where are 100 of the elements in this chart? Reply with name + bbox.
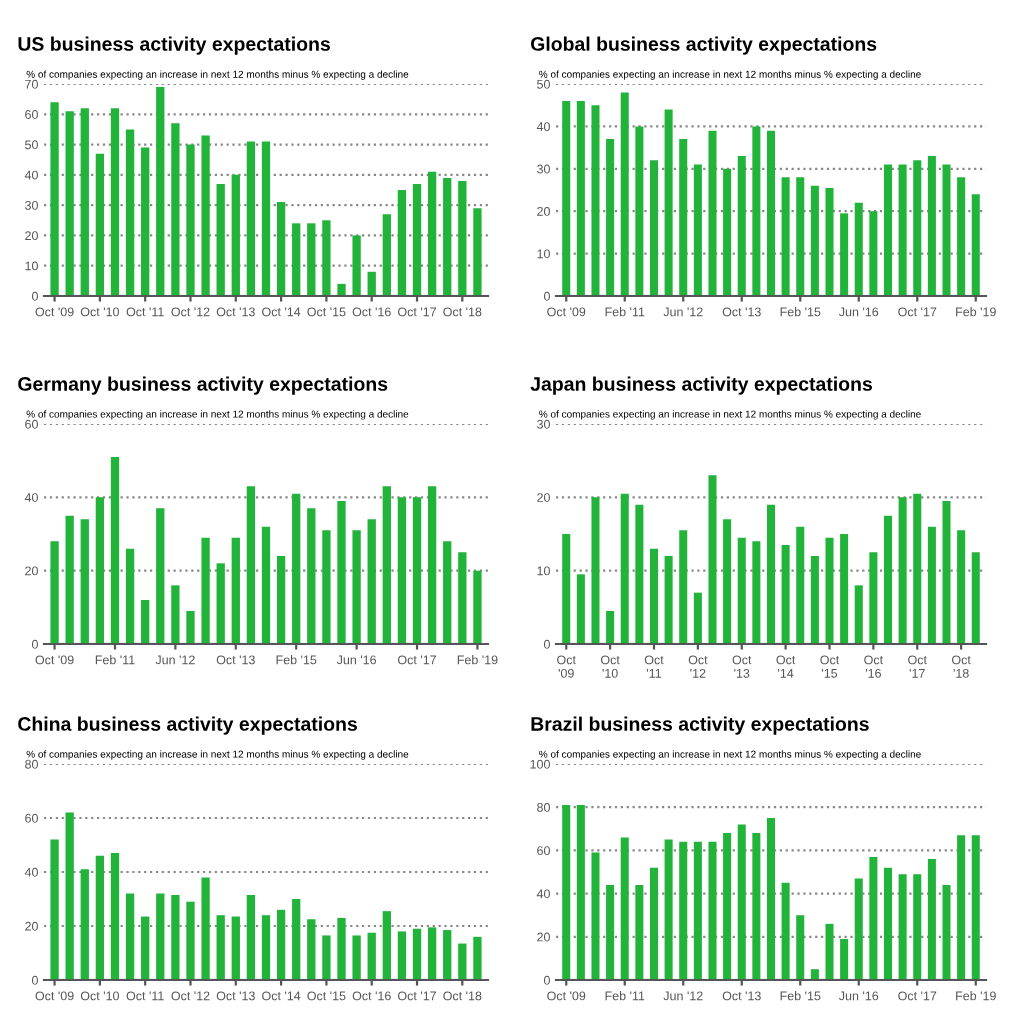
bar [186,901,195,980]
bar [125,893,135,980]
bar [382,911,391,980]
bar [216,183,225,296]
bar [562,100,571,296]
bar [65,515,74,644]
bar [322,935,331,980]
bar [606,611,615,644]
bar [367,271,376,296]
bar [95,497,105,644]
bar [412,928,422,980]
bar [50,102,59,296]
bar [971,835,980,980]
bar [825,187,834,296]
bar [957,177,966,296]
bar [752,126,761,296]
bar [840,938,849,980]
bar [942,501,951,644]
bar [810,185,819,296]
bar [883,164,893,296]
bar [231,174,240,296]
bar [110,108,120,296]
bar [752,833,761,980]
bar [216,563,225,644]
bar [50,541,59,644]
bar [458,943,467,980]
bar [635,504,644,644]
bar [156,508,165,644]
bar [723,168,732,296]
bar [591,105,600,296]
bar [276,909,286,980]
bar [913,160,922,296]
bar [679,841,688,980]
chart-title: China business activity expectations [18,716,357,735]
bar [95,153,105,296]
bar [766,504,776,644]
bar [664,839,673,980]
bar [246,894,256,980]
bar [110,853,120,980]
bar [781,177,790,296]
bar [766,818,776,980]
bar [737,824,746,980]
bar [693,841,702,980]
bar [679,530,688,644]
bar [427,927,437,980]
bar [869,552,878,644]
bar [840,213,849,296]
bar [913,493,922,644]
chart-title: Japan business activity expectations [530,376,872,395]
bar [352,235,361,296]
bar [171,894,180,980]
bar [171,585,180,644]
bar [292,223,301,296]
bar [620,493,629,644]
bar [412,497,422,644]
bar [186,611,195,644]
bar [186,144,195,296]
bar [649,160,659,296]
bar [752,541,761,644]
bar [591,852,600,980]
bar [231,537,240,644]
bar [397,190,407,296]
bar [367,932,376,980]
bar [156,893,165,980]
bar [825,923,834,980]
bar [635,126,644,296]
bar [322,220,331,296]
bar [412,183,422,296]
bar [781,882,790,980]
bar [883,515,893,644]
bar [276,202,286,296]
bar [80,519,89,644]
bar [141,147,150,296]
bar [443,541,452,644]
chart-title: Global business activity expectations [531,36,877,55]
bar [397,931,407,980]
bar [898,874,907,980]
bar [65,812,74,980]
bar [723,833,732,980]
bar [635,884,644,980]
bar [723,519,732,644]
bar [664,109,673,296]
bar [231,916,240,980]
bar [810,556,819,644]
bar [156,87,165,296]
bar [337,501,346,644]
bar [898,497,907,644]
bar [562,805,571,980]
bar [957,835,966,980]
bar [591,497,600,644]
bar [737,537,746,644]
bar [796,526,805,644]
bar [708,130,717,296]
bar [125,548,135,644]
bar [606,884,615,980]
bar [927,526,936,644]
bar [246,486,256,644]
bar [141,600,150,644]
bar [693,592,702,644]
bar [80,108,89,296]
